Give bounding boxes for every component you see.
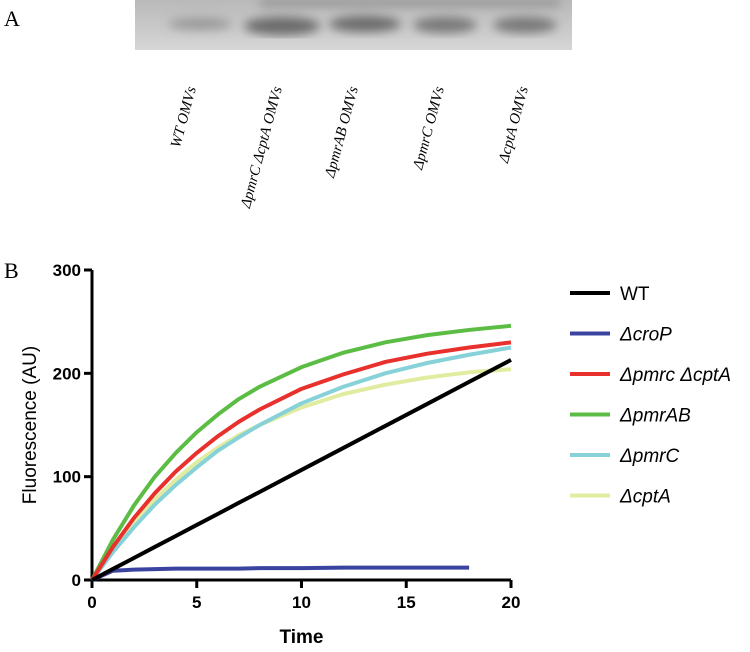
y-axis-label: Fluorescence (AU) [20, 346, 41, 504]
lane-label: ΔpmrAB OMVs [322, 85, 362, 180]
lane-label: ΔpmrC ΔcptA OMVs [238, 85, 286, 211]
panel-label: A [4, 6, 20, 31]
legend-label: ΔcptA [619, 487, 671, 508]
lane-label: ΔcptA OMVs [496, 85, 532, 166]
x-tick-label: 0 [87, 593, 96, 612]
x-tick-label: 20 [502, 593, 521, 612]
y-tick-label: 0 [72, 571, 81, 590]
x-tick-label: 15 [397, 593, 416, 612]
gel-image [135, 0, 572, 50]
lane-label: WT OMVs [168, 85, 200, 150]
x-tick-label: 5 [192, 593, 201, 612]
y-tick-label: 300 [53, 261, 81, 280]
series-line [91, 565, 470, 582]
series-line [90, 340, 512, 582]
legend-label: WT [620, 284, 650, 305]
panel-label: B [4, 258, 19, 283]
lane-label: ΔpmrC OMVs [410, 85, 448, 172]
x-tick-label: 10 [292, 593, 311, 612]
y-tick-label: 100 [53, 468, 81, 487]
legend-label: Δpmrc ΔcptA [619, 365, 731, 386]
legend-label: ΔpmrC [619, 446, 679, 467]
legend-label: ΔpmrAB [619, 406, 691, 427]
series-line [91, 358, 512, 582]
y-tick-label: 200 [53, 364, 81, 383]
legend-label: ΔcroP [619, 325, 672, 346]
series-line [90, 345, 512, 582]
x-axis-label: Time [279, 627, 323, 648]
series-line [90, 323, 512, 581]
